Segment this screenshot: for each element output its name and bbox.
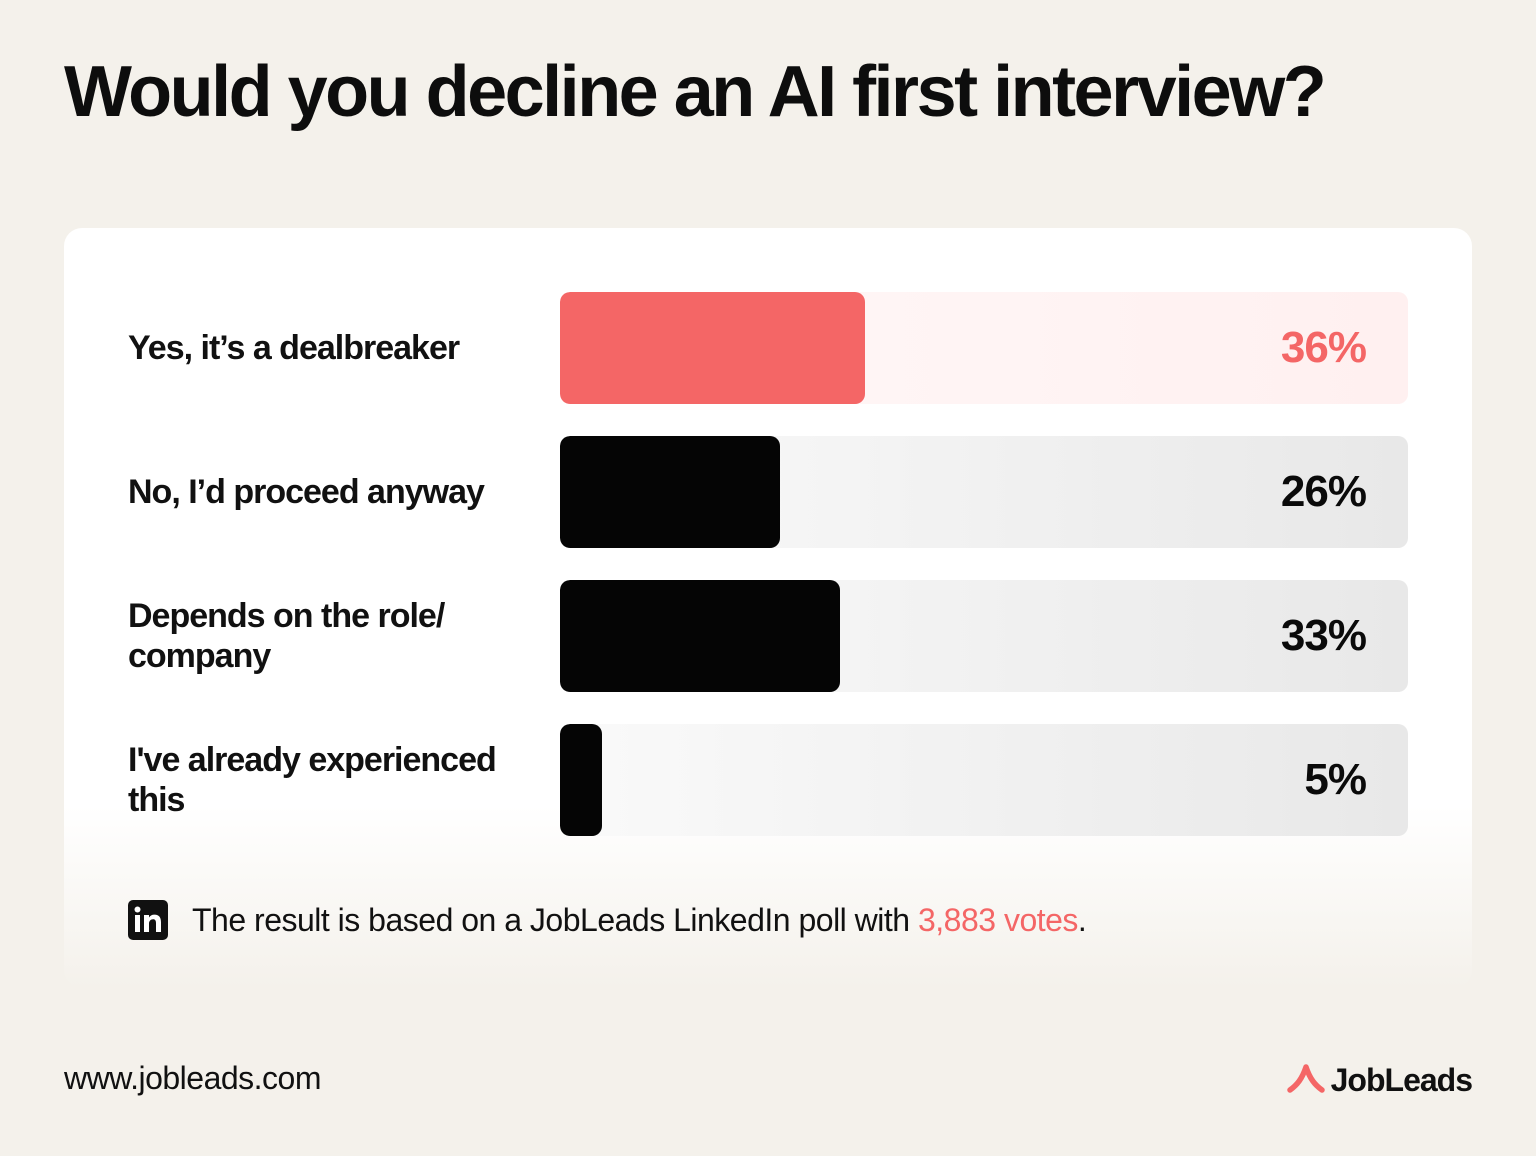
bar-row: I've already experienced this 5% — [128, 724, 1408, 836]
poll-card: Yes, it’s a dealbreaker 36% No, I’d procee… — [64, 228, 1472, 988]
bar — [560, 292, 865, 404]
vote-count: 3,883 votes — [917, 901, 1078, 938]
bar-track: 5% — [560, 724, 1408, 836]
website-url[interactable]: www.jobleads.com — [64, 1060, 322, 1096]
category-label: Depends on the role/ company — [128, 597, 445, 675]
category-label: No, I’d proceed anyway — [128, 473, 485, 511]
bar-track: 26% — [560, 436, 1408, 548]
bar-row: No, I’d proceed anyway 26% — [128, 436, 1408, 548]
category-label: Yes, it’s a dealbreaker — [128, 329, 460, 367]
bar — [560, 724, 602, 836]
bar-track: 36% — [560, 292, 1408, 404]
brand-name: JobLeads — [1330, 1061, 1473, 1098]
value-label: 26% — [1280, 467, 1367, 516]
jobleads-logo-icon — [1286, 1063, 1325, 1098]
brand-logo: JobLeads — [1286, 1058, 1473, 1102]
value-label: 33% — [1280, 611, 1367, 660]
footnote-end: . — [1077, 901, 1087, 938]
bar-row: Yes, it’s a dealbreaker 36% — [128, 292, 1408, 404]
value-label: 36% — [1280, 323, 1367, 372]
bar-row: Depends on the role/ company 33% — [128, 580, 1408, 692]
linkedin-icon — [128, 900, 168, 940]
bar — [560, 436, 780, 548]
chart-title: Would you decline an AI first interview? — [64, 52, 1327, 132]
footnote-text: The result is based on a JobLeads Linked… — [192, 901, 918, 938]
bar — [560, 580, 840, 692]
category-label: I've already experienced this — [128, 741, 497, 819]
bar-track: 33% — [560, 580, 1408, 692]
value-label: 5% — [1304, 755, 1367, 804]
poll-footnote: The result is based on a JobLeads Linked… — [128, 900, 1087, 940]
